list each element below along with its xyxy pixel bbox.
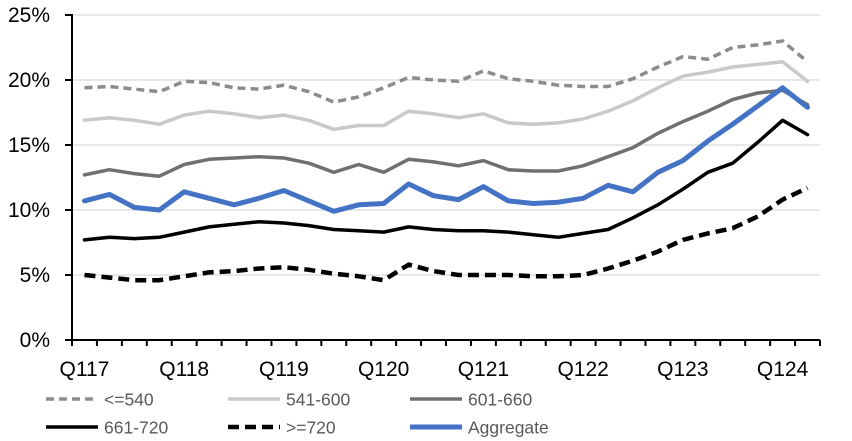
legend-label-601-660: 601-660 [468, 390, 532, 410]
x-axis-tick-label: Q124 [757, 358, 809, 381]
legend-item-541-600: 541-600 [228, 390, 350, 410]
x-axis-tick-labels: Q117 Q118 Q119 Q120 Q121 Q122 Q123 Q124 [60, 358, 809, 381]
y-axis-tick-label: 0% [20, 329, 50, 352]
legend-item-601-660: 601-660 [410, 390, 532, 410]
gridlines [73, 14, 820, 276]
x-axis-tick-label: Q117 [60, 358, 110, 381]
x-axis-tick-label: Q120 [358, 358, 409, 381]
y-axis-tick-label: 5% [20, 264, 50, 287]
legend-item-le-540: <=540 [46, 390, 154, 410]
series-line-541-600 [82, 60, 810, 132]
series-line-601-660 [82, 88, 810, 178]
legend-label-ge-720: >=720 [286, 418, 336, 438]
legend-item-ge-720: >=720 [228, 418, 336, 438]
legend-label-le-540: <=540 [104, 390, 154, 410]
x-axis-tick-label: Q122 [557, 358, 608, 381]
series-line-aggregate [82, 85, 810, 214]
series-lines [82, 39, 810, 283]
axes [65, 14, 821, 346]
y-axis-tick-labels: 0% 5% 10% 15% 20% 25% [8, 4, 50, 352]
legend-item-661-720: 661-720 [46, 418, 168, 438]
y-axis-tick-label: 15% [8, 134, 50, 157]
x-axis-tick-label: Q119 [259, 358, 309, 381]
legend-item-aggregate: Aggregate [410, 418, 549, 438]
y-axis-tick-label: 20% [8, 69, 50, 92]
x-axis-tick-label: Q118 [159, 358, 209, 381]
series-line-le-540 [84, 39, 809, 104]
legend-label-661-720: 661-720 [104, 418, 168, 438]
series-line-661-720 [82, 118, 810, 242]
y-axis-tick-label: 25% [8, 4, 50, 27]
legend-label-aggregate: Aggregate [468, 418, 549, 438]
legend: <=540 541-600 601-660 661-720 >=720 Aggregate [46, 390, 549, 438]
x-axis-tick-label: Q123 [657, 358, 708, 381]
x-axis-tick-label: Q121 [458, 358, 509, 381]
series-line-ge-720 [84, 185, 809, 283]
y-axis-tick-label: 10% [8, 199, 50, 222]
legend-label-541-600: 541-600 [286, 390, 350, 410]
